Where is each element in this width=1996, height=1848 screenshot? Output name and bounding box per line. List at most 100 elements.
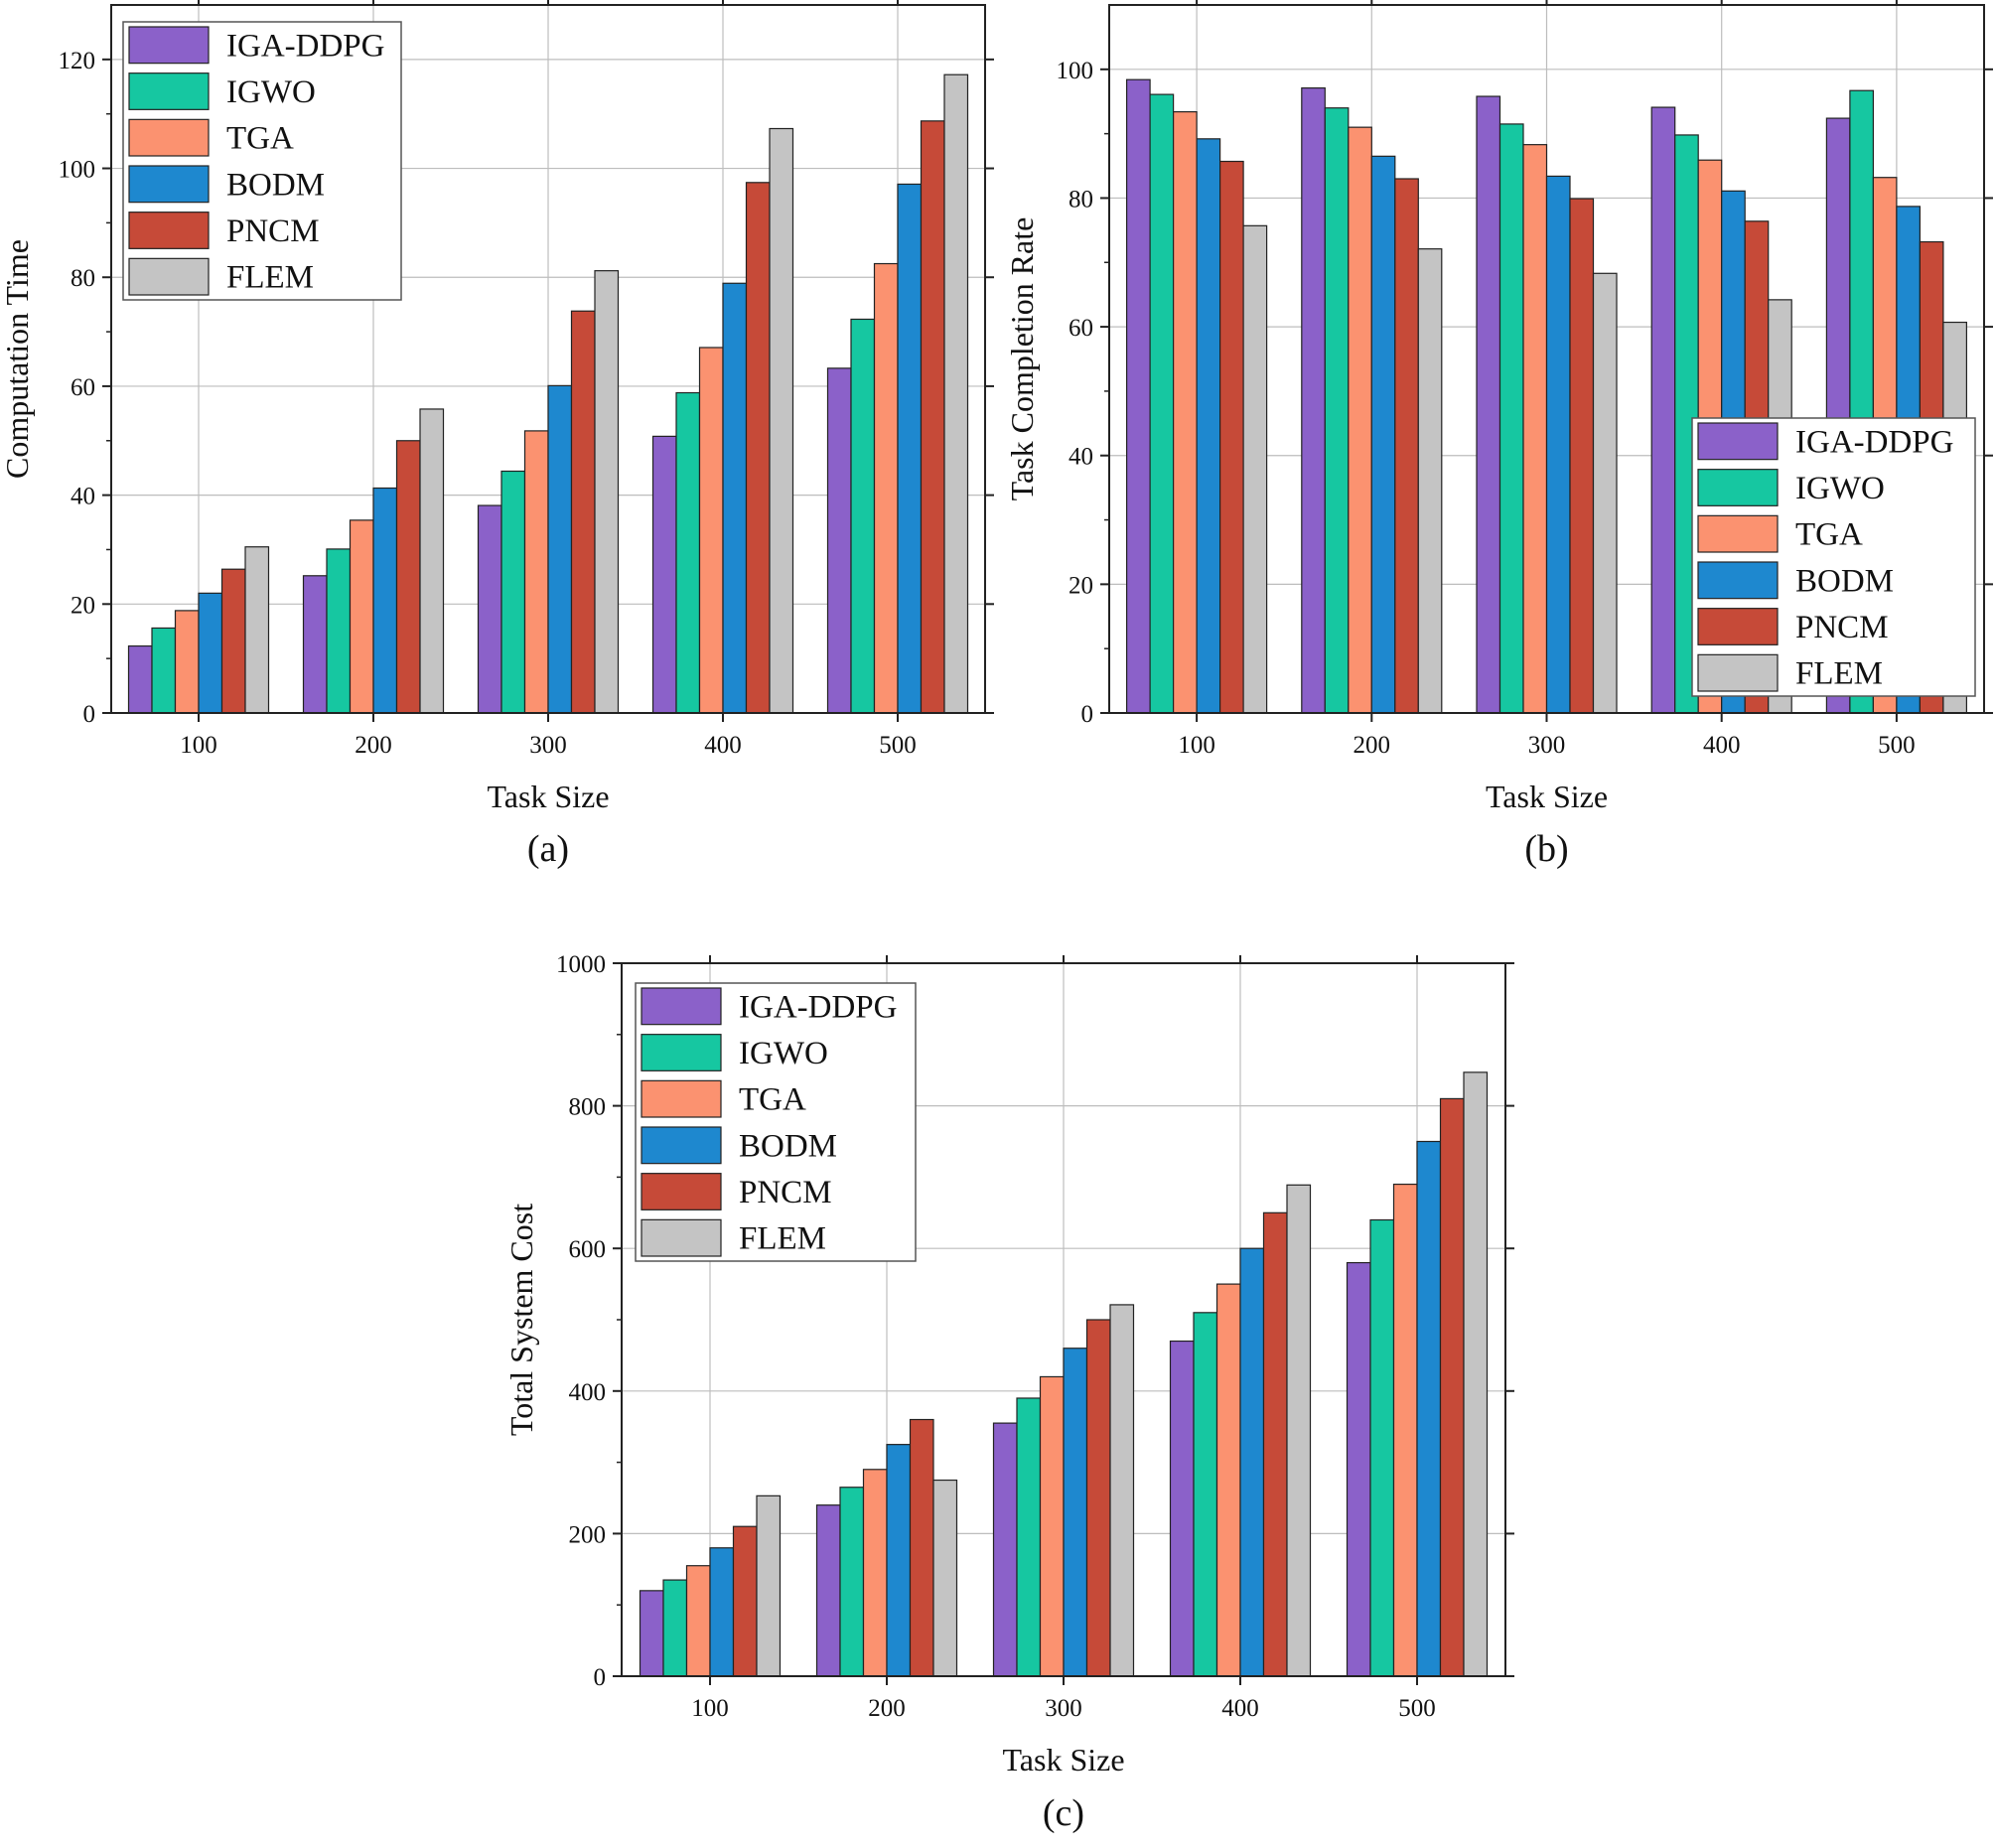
bar-flem-300 (1109, 1304, 1135, 1677)
y-axis-label: Computation Time (0, 239, 35, 479)
bar-pncm-300 (1085, 1319, 1111, 1677)
bar-tga-100 (174, 610, 200, 714)
bar-flem-300 (594, 270, 620, 714)
bar-tga-400 (698, 347, 724, 714)
bar-tga-300 (1522, 144, 1548, 714)
bar-tga-200 (1348, 126, 1372, 714)
y-axis-label: Task Completion Rate (1004, 217, 1040, 501)
y-tick-label: 0 (1081, 701, 1094, 728)
x-tick-label: 400 (704, 732, 742, 759)
chart-caption: (b) (1524, 828, 1568, 870)
y-tick-label: 120 (59, 48, 96, 74)
bar-igwo-300 (500, 470, 526, 714)
bar-iga-ddpg-300 (992, 1422, 1018, 1677)
x-tick-label: 100 (691, 1695, 729, 1722)
bar-flem-100 (756, 1494, 782, 1677)
bar-pncm-100 (732, 1525, 758, 1677)
bar-iga-ddpg-400 (651, 435, 677, 714)
legend-label: PNCM (1795, 610, 1889, 645)
bar-iga-ddpg-100 (1125, 78, 1151, 714)
bar-iga-ddpg-100 (127, 644, 153, 714)
y-tick-label: 40 (71, 484, 95, 510)
legend-label: FLEM (739, 1221, 826, 1257)
bar-iga-ddpg-300 (1476, 95, 1501, 714)
y-tick-label: 800 (569, 1094, 607, 1121)
legend-swatch-flem (1697, 653, 1779, 692)
x-tick-label: 500 (879, 732, 917, 759)
bar-iga-ddpg-200 (302, 575, 328, 714)
x-tick-label: 400 (1703, 732, 1741, 759)
legend-label: IGWO (226, 74, 316, 110)
bar-pncm-500 (920, 120, 945, 714)
bar-igwo-200 (326, 548, 352, 714)
bar-bodm-100 (198, 592, 223, 714)
y-tick-label: 100 (1057, 58, 1094, 84)
legend-label: IGA-DDPG (1795, 424, 1954, 460)
y-tick-label: 20 (71, 592, 95, 619)
legend-swatch-tga (641, 1079, 722, 1118)
legend-label: BODM (226, 167, 325, 203)
legend-swatch-bodm (128, 165, 210, 204)
legend-swatch-tga (128, 118, 210, 157)
bar-igwo-200 (1324, 107, 1350, 714)
bar-igwo-400 (675, 391, 701, 714)
bar-iga-ddpg-100 (639, 1590, 664, 1677)
bar-tga-400 (1215, 1283, 1241, 1677)
x-axis-label: Task Size (487, 779, 609, 814)
bar-bodm-200 (886, 1444, 912, 1677)
legend-label: PNCM (226, 213, 320, 249)
bar-igwo-100 (151, 627, 177, 714)
bar-tga-200 (349, 519, 374, 714)
legend-label: IGWO (1795, 471, 1885, 506)
bar-bodm-500 (897, 183, 923, 714)
legend-label: BODM (1795, 563, 1894, 599)
bar-bodm-300 (547, 384, 573, 714)
bar-flem-500 (1463, 1071, 1489, 1677)
bar-bodm-500 (1416, 1140, 1442, 1677)
legend: IGA-DDPG IGWO TGA BODM PNCM FLEM (635, 982, 917, 1262)
legend-swatch-igwo (128, 72, 210, 110)
y-tick-label: 80 (71, 265, 95, 292)
legend-swatch-pncm (641, 1173, 722, 1210)
bar-flem-200 (932, 1479, 958, 1677)
legend-label: BODM (739, 1128, 837, 1164)
x-tick-label: 200 (355, 732, 392, 759)
x-tick-label: 400 (1221, 1695, 1259, 1722)
bar-bodm-400 (722, 282, 748, 714)
bar-flem-400 (769, 127, 794, 714)
bar-pncm-500 (1439, 1097, 1465, 1677)
y-tick-label: 600 (569, 1236, 607, 1263)
bar-igwo-500 (850, 318, 876, 714)
y-tick-label: 40 (1069, 444, 1093, 471)
bar-bodm-100 (1196, 138, 1221, 714)
bar-iga-ddpg-400 (1650, 106, 1676, 714)
x-tick-label: 300 (1528, 732, 1566, 759)
legend-swatch-tga (1697, 514, 1779, 553)
x-tick-label: 200 (868, 1695, 906, 1722)
bar-iga-ddpg-200 (815, 1504, 841, 1677)
bar-flem-500 (943, 73, 969, 714)
bar-igwo-400 (1193, 1312, 1218, 1677)
legend-swatch-iga-ddpg (128, 26, 210, 65)
bar-bodm-200 (372, 487, 398, 714)
bar-flem-200 (419, 408, 445, 714)
y-tick-label: 200 (569, 1521, 607, 1548)
x-tick-label: 500 (1398, 1695, 1436, 1722)
legend-swatch-pncm (1697, 608, 1779, 645)
bar-bodm-400 (1239, 1247, 1265, 1677)
bar-pncm-200 (909, 1418, 934, 1677)
legend-box (122, 21, 402, 301)
y-tick-label: 1000 (556, 951, 606, 978)
x-tick-label: 300 (529, 732, 567, 759)
bar-pncm-200 (395, 440, 421, 714)
legend-swatch-flem (128, 257, 210, 296)
x-axis-label: Task Size (1002, 1742, 1124, 1777)
bar-igwo-100 (662, 1579, 688, 1677)
legend-swatch-pncm (128, 212, 210, 249)
legend-swatch-bodm (641, 1126, 722, 1165)
bar-tga-100 (685, 1565, 711, 1677)
y-tick-label: 0 (594, 1664, 607, 1691)
bar-tga-500 (1392, 1183, 1418, 1677)
legend-label: FLEM (226, 260, 314, 296)
